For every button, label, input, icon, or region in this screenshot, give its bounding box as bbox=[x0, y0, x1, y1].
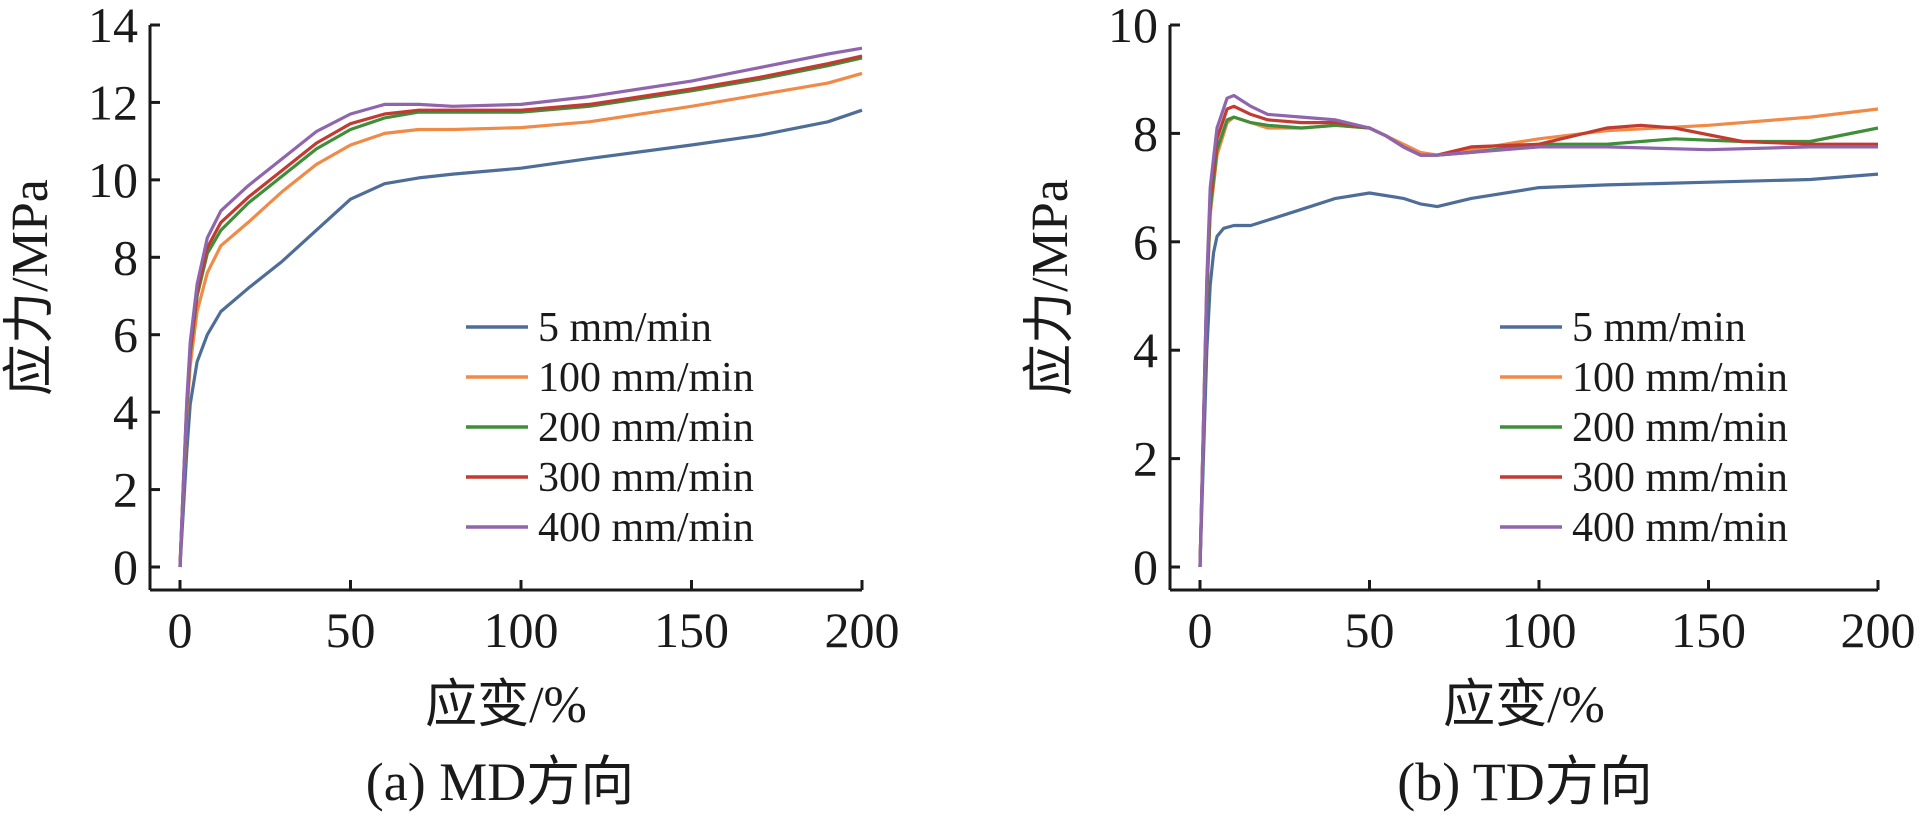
td-legend-label: 200 mm/min bbox=[1572, 405, 1788, 451]
md-caption: (a) MD方向 bbox=[366, 752, 634, 812]
td-series-line-5-mm-min bbox=[1198, 172, 1879, 568]
md-legend-label: 100 mm/min bbox=[538, 355, 754, 401]
md-y-tick-label: 0 bbox=[113, 539, 138, 595]
td-y-tick-label: 2 bbox=[1133, 431, 1158, 487]
td-legend-label: 400 mm/min bbox=[1572, 505, 1788, 551]
md-x-tick-label: 100 bbox=[484, 602, 559, 658]
md-y-tick-label: 14 bbox=[88, 0, 138, 53]
td-chart-panel: 0 50 100 150 200 0 2 4 6 8 10 应变/% 应力/MPa 5 mm/min100… bbox=[1022, 0, 1916, 812]
td-y-tick-label: 6 bbox=[1133, 214, 1158, 270]
md-x-tick-label: 200 bbox=[825, 602, 900, 658]
md-legend-label: 200 mm/min bbox=[538, 405, 754, 451]
md-x-tick-label: 0 bbox=[168, 602, 193, 658]
td-y-tick-label: 8 bbox=[1133, 105, 1158, 161]
td-legend-label: 300 mm/min bbox=[1572, 455, 1788, 501]
md-x-axis-label: 应变/% bbox=[425, 677, 587, 734]
td-x-tick-label: 150 bbox=[1671, 602, 1746, 658]
td-caption: (b) TD方向 bbox=[1397, 752, 1652, 812]
td-series-line-400-mm-min bbox=[1198, 93, 1878, 568]
md-legend-label: 300 mm/min bbox=[538, 455, 754, 501]
md-y-tick-label: 4 bbox=[113, 384, 138, 440]
td-y-tick-label: 10 bbox=[1108, 0, 1158, 53]
md-legend-label: 5 mm/min bbox=[538, 305, 712, 351]
td-x-axis-label: 应变/% bbox=[1443, 677, 1605, 734]
md-y-tick-label: 10 bbox=[88, 152, 138, 208]
md-y-axis-label: 应力/MPa bbox=[2, 179, 59, 396]
td-y-axis-label: 应力/MPa bbox=[1022, 179, 1079, 396]
td-y-tick-label: 4 bbox=[1133, 322, 1158, 378]
td-legend-label: 5 mm/min bbox=[1572, 305, 1746, 351]
md-series-line-300-mm-min bbox=[178, 54, 863, 568]
md-series-line-5-mm-min bbox=[178, 108, 863, 568]
td-y-tick-label: 0 bbox=[1133, 539, 1158, 595]
md-x-tick-label: 150 bbox=[654, 602, 729, 658]
md-x-tick-label: 50 bbox=[326, 602, 376, 658]
td-x-tick-label: 0 bbox=[1188, 602, 1213, 658]
td-x-tick-label: 50 bbox=[1345, 602, 1395, 658]
md-y-tick-label: 8 bbox=[113, 229, 138, 285]
md-chart-panel: 0 50 100 150 200 0 2 4 6 8 10 12 14 应变/% 应力/MPa 5 mm/mi… bbox=[2, 0, 900, 812]
md-y-tick-label: 12 bbox=[88, 74, 138, 130]
md-legend-label: 400 mm/min bbox=[538, 505, 754, 551]
md-series-line-100-mm-min bbox=[178, 71, 863, 568]
md-y-tick-label: 2 bbox=[113, 462, 138, 518]
td-legend-label: 100 mm/min bbox=[1572, 355, 1788, 401]
md-y-tick-label: 6 bbox=[113, 307, 138, 363]
td-x-tick-label: 100 bbox=[1502, 602, 1577, 658]
md-series-line-400-mm-min bbox=[178, 46, 863, 568]
td-x-tick-label: 200 bbox=[1841, 602, 1916, 658]
